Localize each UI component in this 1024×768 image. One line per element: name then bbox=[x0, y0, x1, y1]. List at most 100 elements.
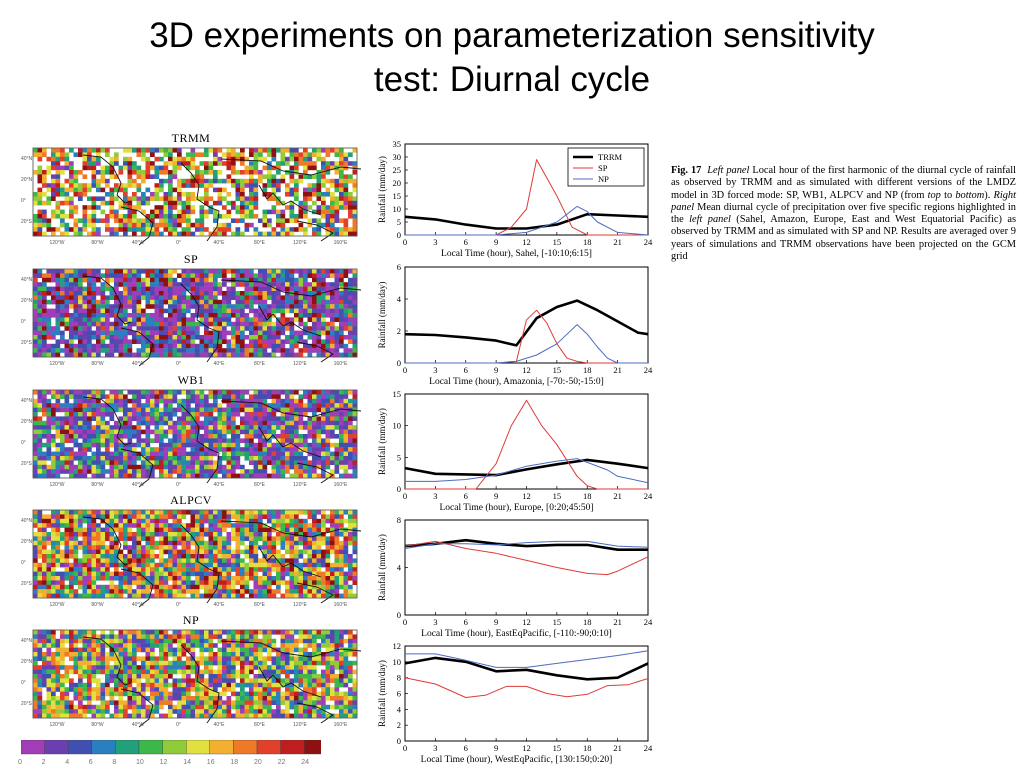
x-tick-label: 18 bbox=[583, 237, 592, 247]
x-tick-label: 12 bbox=[522, 365, 531, 375]
x-axis-label: Local Time (hour), Sahel, [-10:10;6:15] bbox=[441, 248, 592, 259]
series-line-np bbox=[404, 540, 649, 549]
series-line-trrm bbox=[404, 212, 649, 230]
colorbar bbox=[21, 740, 321, 755]
y-tick-label: 20 bbox=[393, 178, 402, 188]
x-tick-label: 0 bbox=[403, 237, 407, 247]
map-lon-label: 0° bbox=[176, 361, 181, 367]
x-tick-label: 15 bbox=[553, 743, 562, 753]
map-lat-label: 40°N bbox=[21, 398, 33, 404]
map-lon-label: 40°W bbox=[132, 240, 145, 246]
x-tick-label: 6 bbox=[464, 491, 468, 501]
colorbar-swatch bbox=[233, 740, 258, 755]
x-tick-label: 0 bbox=[403, 617, 407, 627]
caption-bottom-word: bottom bbox=[955, 189, 985, 201]
colorbar-tick-label: 10 bbox=[136, 759, 144, 766]
map-lat-label: 20°S bbox=[21, 219, 33, 225]
map-lat-label: 20°N bbox=[21, 539, 33, 545]
x-tick-label: 15 bbox=[553, 617, 562, 627]
slide-title: 3D experiments on parameterization sensi… bbox=[0, 14, 1024, 102]
y-tick-label: 0 bbox=[397, 230, 401, 240]
colorbar-tick-label: 20 bbox=[254, 759, 262, 766]
y-tick-label: 4 bbox=[397, 704, 402, 714]
map-lat-label: 20°N bbox=[21, 419, 33, 425]
map-lon-label: 160°E bbox=[334, 602, 348, 608]
caption-left-panel-label: Left panel bbox=[707, 165, 750, 176]
x-tick-label: 0 bbox=[403, 743, 407, 753]
map-title-sp: SP bbox=[183, 252, 199, 266]
map-panel-np: 40°N 20°N 0° 20°S 120°W 80°W 40°W 0° 40°E 80°E 120… bbox=[21, 629, 362, 728]
map-lat-label: 40°N bbox=[21, 156, 33, 162]
map-lon-label: 0° bbox=[176, 722, 181, 728]
colorbar-swatch bbox=[304, 740, 321, 755]
map-lon-label: 40°E bbox=[214, 361, 226, 367]
plot-frame bbox=[404, 519, 649, 616]
map-lon-label: 0° bbox=[176, 602, 181, 608]
map-lon-label: 40°W bbox=[132, 361, 145, 367]
map-lon-label: 120°E bbox=[293, 240, 307, 246]
y-tick-label: 12 bbox=[393, 641, 402, 651]
map-lon-label: 160°E bbox=[334, 240, 348, 246]
series-line-sp bbox=[404, 677, 649, 698]
map-lon-label: 80°W bbox=[91, 482, 104, 488]
map-lat-label: 40°N bbox=[21, 518, 33, 524]
series-line-np bbox=[405, 324, 648, 364]
colorbar-swatch bbox=[115, 740, 140, 755]
y-tick-label: 4 bbox=[397, 294, 402, 304]
legend-label: TRRM bbox=[598, 152, 623, 162]
colorbar-swatch bbox=[209, 740, 234, 755]
map-lon-label: 0° bbox=[176, 240, 181, 246]
x-tick-label: 9 bbox=[494, 491, 498, 501]
x-tick-label: 9 bbox=[494, 617, 498, 627]
x-tick-label: 15 bbox=[553, 237, 562, 247]
map-lon-label: 80°W bbox=[91, 722, 104, 728]
y-tick-label: 35 bbox=[393, 139, 402, 149]
map-lon-label: 40°E bbox=[214, 240, 226, 246]
caption-text-5: (Sahel, Amazon, Europe, East and West Eq… bbox=[671, 214, 1017, 263]
y-axis-label: Rainfall (mm/day) bbox=[377, 408, 387, 475]
map-panel-wb1: 40°N 20°N 0° 20°S 120°W 80°W 40°W 0° 40°E 80°E 120… bbox=[21, 389, 362, 488]
map-lon-label: 40°W bbox=[132, 602, 145, 608]
map-lon-label: 40°W bbox=[132, 722, 145, 728]
x-tick-label: 6 bbox=[464, 237, 468, 247]
colorbar-tick-label: 8 bbox=[112, 759, 117, 766]
x-tick-label: 18 bbox=[583, 743, 592, 753]
map-lon-label: 80°E bbox=[254, 602, 266, 608]
chart-europe: 0 3 6 9 12 15 18 21 24 0 5 10 15 Rainfall (mm/day) Loc… bbox=[377, 389, 653, 513]
series-line-trmm bbox=[404, 299, 649, 347]
map-lon-label: 120°E bbox=[293, 722, 307, 728]
y-tick-label: 30 bbox=[393, 152, 402, 162]
map-lat-label: 20°N bbox=[21, 298, 33, 304]
caption-fig-label: Fig. 17 bbox=[671, 165, 702, 176]
y-tick-label: 25 bbox=[393, 165, 402, 175]
map-lon-label: 160°E bbox=[334, 722, 348, 728]
x-tick-label: 21 bbox=[613, 617, 622, 627]
series-line-sp bbox=[405, 399, 648, 490]
colorbar-swatch bbox=[68, 740, 93, 755]
series-line-trmm bbox=[404, 538, 648, 552]
map-title-trmm: TRMM bbox=[171, 131, 211, 145]
y-tick-label: 6 bbox=[397, 262, 401, 272]
map-lon-label: 120°W bbox=[49, 361, 64, 367]
colorbar-swatch bbox=[162, 740, 187, 755]
map-lon-label: 40°E bbox=[214, 722, 226, 728]
map-lat-label: 20°S bbox=[21, 340, 33, 346]
caption-left-panel-label-2: left panel bbox=[689, 214, 731, 226]
colorbar-tick-label: 2 bbox=[41, 759, 46, 766]
series-line-np bbox=[405, 205, 649, 236]
caption-text-3: ). bbox=[984, 189, 994, 201]
colorbar-swatch bbox=[44, 740, 69, 755]
chart-easteqpacific: 0 3 6 9 12 15 18 21 24 0 4 8 Rainfall (mm/day) Local … bbox=[377, 515, 653, 639]
x-tick-label: 3 bbox=[433, 237, 437, 247]
legend-label: NP bbox=[598, 174, 609, 184]
x-tick-label: 9 bbox=[494, 365, 498, 375]
map-lon-label: 80°W bbox=[91, 240, 104, 246]
series-line-trmm bbox=[404, 458, 649, 477]
y-tick-label: 0 bbox=[397, 358, 401, 368]
x-axis-label: Local Time (hour), Amazonia, [-70:-50;-1… bbox=[429, 376, 604, 387]
y-tick-label: 5 bbox=[397, 217, 401, 227]
y-tick-label: 8 bbox=[397, 673, 401, 683]
caption-top-word: top bbox=[927, 189, 941, 201]
x-tick-label: 18 bbox=[583, 617, 592, 627]
